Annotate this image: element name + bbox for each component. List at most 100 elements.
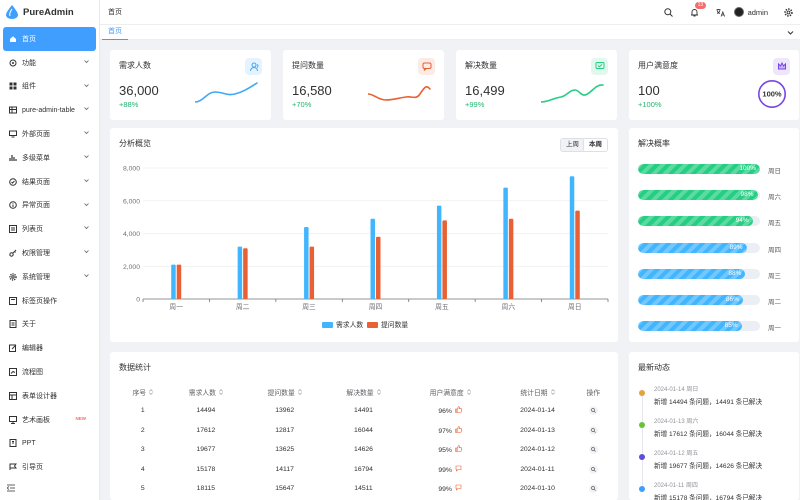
data-table: 序号 需求人数 提问数量 解决数量 用户满意度 统计日期 操作 1 14494 13962 144… [119, 383, 609, 499]
table-title: 数据统计 [119, 363, 151, 372]
bar-demand[interactable] [569, 176, 575, 299]
collapse-icon [6, 484, 15, 492]
view-button[interactable] [588, 425, 598, 435]
chevron-down-icon [84, 130, 89, 135]
column-header[interactable]: 序号 [119, 383, 166, 401]
bar-questions[interactable] [243, 248, 248, 299]
view-button[interactable] [588, 445, 598, 455]
cell-id-text: 2 [140, 426, 145, 434]
sidebar-item-3[interactable]: pure-admin-table [0, 98, 99, 122]
check-circle-icon [9, 177, 17, 186]
cell-date: 2024-01-10 [497, 479, 577, 499]
tabs-menu-button[interactable] [787, 29, 794, 38]
sidebar-item-label: 标签页操作 [22, 297, 57, 305]
bar-demand[interactable] [436, 205, 442, 299]
tab-home[interactable]: 首页 [102, 25, 128, 40]
username[interactable]: admin [747, 7, 768, 17]
sidebar-item-15[interactable]: 表单设计器 [0, 384, 99, 408]
sidebar-item-2[interactable]: 组件 [0, 75, 99, 99]
legend-label[interactable]: 需求人数 [336, 320, 363, 329]
column-header[interactable]: 提问数量 [245, 383, 324, 401]
sort-icon[interactable] [466, 389, 471, 397]
column-header[interactable]: 用户满意度 [403, 383, 497, 401]
logo[interactable]: PureAdmin [0, 0, 99, 24]
column-header-label: 操作 [586, 390, 601, 397]
bar-questions[interactable] [575, 210, 580, 299]
sparkline [541, 84, 604, 103]
sidebar-item-9[interactable]: 权限管理 [0, 241, 99, 265]
column-header: 操作 [578, 383, 609, 401]
y-tick-label: 8,000 [123, 166, 140, 173]
stat-percent: +88% [119, 100, 139, 109]
sidebar-item-label: 组件 [22, 83, 36, 91]
sidebar-item-0[interactable]: 首页 [3, 27, 96, 51]
cell-questions-text: 13625 [275, 446, 295, 454]
collapse-sidebar-button[interactable] [6, 484, 15, 494]
view-button[interactable] [588, 484, 598, 494]
sort-icon[interactable] [550, 389, 555, 397]
column-header[interactable]: 需求人数 [166, 383, 245, 401]
sort-icon[interactable] [149, 389, 154, 397]
bar-demand[interactable] [503, 187, 508, 299]
timeline-dot [639, 422, 645, 428]
legend-label[interactable]: 提问数量 [381, 320, 408, 329]
search-button[interactable] [656, 7, 682, 17]
x-tick-label: 周日 [568, 303, 582, 311]
toggle-this-week[interactable]: 本周 [584, 139, 607, 151]
sidebar-item-12[interactable]: 关于 [0, 313, 99, 337]
sidebar-item-8[interactable]: 列表页 [0, 217, 99, 241]
chevron-down-icon [787, 31, 794, 35]
column-header[interactable]: 解决数量 [324, 383, 403, 401]
cell-date: 2024-01-11 [497, 460, 577, 480]
sidebar-item-11[interactable]: 标签页操作 [0, 289, 99, 313]
bar-demand[interactable] [304, 226, 309, 299]
stat-title: 用户满意度 [638, 61, 678, 70]
info-circle-icon [9, 201, 17, 210]
view-button[interactable] [588, 406, 598, 416]
sidebar-item-14[interactable]: 流程图 [0, 360, 99, 384]
timeline-dot [639, 486, 645, 492]
cell-id-text: 1 [140, 407, 145, 415]
cell-id-text: 3 [140, 446, 145, 454]
cell-id: 4 [119, 460, 166, 480]
notification-button[interactable]: 13 [682, 1, 708, 17]
x-tick-label: 周二 [236, 303, 250, 311]
sidebar-item-1[interactable]: 功能 [0, 51, 99, 75]
language-button[interactable] [708, 8, 734, 17]
bar-demand[interactable] [237, 246, 243, 299]
cell-date-text: 2024-01-10 [520, 485, 555, 493]
sidebar-item-17[interactable]: PPT [0, 432, 99, 456]
settings-button[interactable] [780, 7, 796, 17]
sidebar-item-7[interactable]: 异常页面 [0, 194, 99, 218]
new-badge: NEW [75, 415, 87, 421]
sidebar-item-13[interactable]: 编辑器 [0, 336, 99, 360]
sort-icon[interactable] [376, 389, 381, 397]
progress-row: 98% 周六 [638, 190, 798, 201]
bar-questions[interactable] [442, 220, 447, 299]
sidebar-item-5[interactable]: 多级菜单 [0, 146, 99, 170]
bar-demand[interactable] [171, 264, 176, 299]
bar-questions[interactable] [508, 218, 514, 299]
column-header[interactable]: 统计日期 [497, 383, 577, 401]
sort-icon[interactable] [297, 389, 302, 397]
sidebar-item-4[interactable]: 外部页面 [0, 122, 99, 146]
legend-swatch[interactable] [322, 322, 333, 328]
cell-action [578, 460, 609, 480]
sidebar-item-16[interactable]: 艺术画板 NEW [0, 408, 99, 432]
bar-questions[interactable] [309, 246, 315, 299]
sort-icon[interactable] [218, 389, 223, 397]
progress-track: 85% [638, 321, 760, 332]
bar-demand[interactable] [370, 218, 376, 299]
bar-questions[interactable] [376, 236, 381, 299]
breadcrumb[interactable]: 首页 [108, 9, 122, 16]
bar-questions[interactable] [176, 264, 182, 299]
sidebar-item-18[interactable]: 引导页 [0, 455, 99, 479]
view-button[interactable] [588, 464, 598, 474]
sidebar-item-6[interactable]: 结果页面 [0, 170, 99, 194]
sidebar-item-10[interactable]: 系统管理 [0, 265, 99, 289]
thumb-up-icon [455, 445, 462, 454]
avatar[interactable] [733, 7, 744, 17]
legend-swatch[interactable] [367, 322, 378, 328]
toggle-last-week[interactable]: 上周 [561, 139, 584, 151]
